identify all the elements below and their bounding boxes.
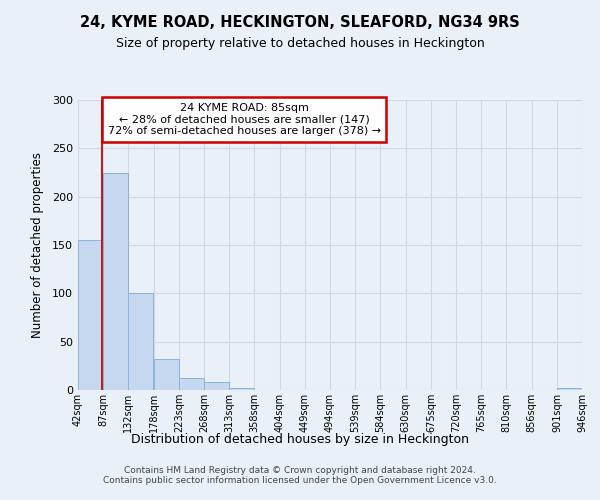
Bar <box>204 382 229 390</box>
Text: 24, KYME ROAD, HECKINGTON, SLEAFORD, NG34 9RS: 24, KYME ROAD, HECKINGTON, SLEAFORD, NG3… <box>80 15 520 30</box>
Bar <box>128 294 153 390</box>
Bar <box>229 388 254 390</box>
Bar <box>557 388 582 390</box>
Text: Distribution of detached houses by size in Heckington: Distribution of detached houses by size … <box>131 432 469 446</box>
Text: 24 KYME ROAD: 85sqm
← 28% of detached houses are smaller (147)
72% of semi-detac: 24 KYME ROAD: 85sqm ← 28% of detached ho… <box>108 103 381 136</box>
Text: Contains HM Land Registry data © Crown copyright and database right 2024.
Contai: Contains HM Land Registry data © Crown c… <box>103 466 497 485</box>
Bar <box>179 378 204 390</box>
Bar <box>103 172 128 390</box>
Bar <box>154 359 179 390</box>
Bar <box>78 240 103 390</box>
Text: Size of property relative to detached houses in Heckington: Size of property relative to detached ho… <box>116 38 484 51</box>
Y-axis label: Number of detached properties: Number of detached properties <box>31 152 44 338</box>
